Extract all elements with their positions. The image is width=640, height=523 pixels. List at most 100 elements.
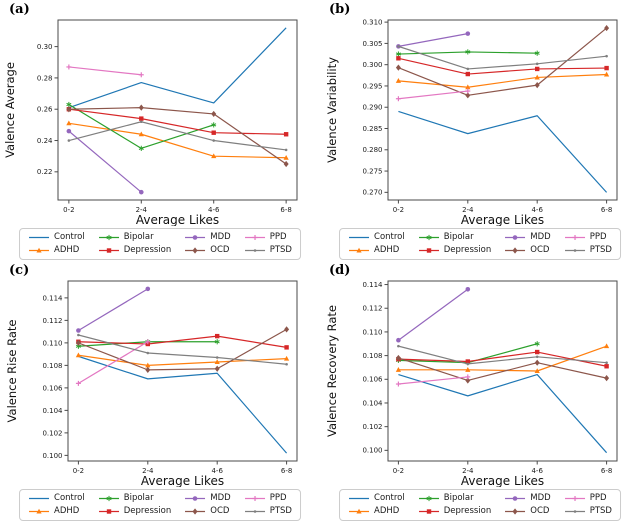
legend-entry-control: Control: [348, 231, 405, 244]
y-tick-label: 0.108: [42, 362, 62, 370]
legend-entry-ppd: PPD: [564, 231, 612, 244]
square-marker-icon: [106, 248, 111, 253]
x-tick-label: 6-8: [280, 206, 291, 214]
legend-entry-ocd: OCD: [504, 244, 550, 257]
star-marker-icon: [138, 146, 144, 150]
star-marker-icon: [426, 496, 432, 501]
square-marker-icon: [534, 66, 540, 72]
valence-recovery-rate-plot: 0.100 0.102 0.104 0.106 0.108 0.110 0.112 0.114…: [325, 280, 618, 487]
legend-label: Control: [374, 232, 405, 242]
legend-line-sample-icon: [98, 495, 119, 502]
dot-marker-icon: [605, 361, 608, 365]
x-tick-label: 4-6: [211, 467, 223, 475]
triangle-marker-icon: [145, 362, 151, 368]
star-marker-icon: [75, 344, 81, 348]
y-tick-label: 0.26: [37, 106, 53, 114]
circle-marker-icon: [145, 286, 151, 292]
series-line-ocd: [398, 27, 607, 96]
circle-marker-icon: [465, 286, 471, 292]
legend-line-sample-icon: [564, 249, 585, 252]
legend-line-sample-icon: [98, 248, 119, 253]
plot-frame: [57, 19, 298, 201]
diamond-marker-icon: [395, 354, 401, 362]
legend-label: PPD: [589, 232, 607, 242]
legend-entry-ptsd: PTSD: [564, 505, 612, 518]
y-tick-label: 0.310: [362, 19, 382, 27]
diamond-marker-icon: [465, 377, 471, 384]
legend-label: ADHD: [54, 506, 80, 516]
star-marker-icon: [106, 235, 112, 240]
legend-label: Control: [54, 232, 85, 242]
legend-entry-ppd: PPD: [244, 231, 292, 244]
circle-marker-icon: [512, 235, 518, 240]
series-line-adhd: [68, 122, 287, 159]
series-line-control: [398, 373, 608, 454]
dot-marker-icon: [397, 45, 400, 48]
y-tick-label: 0.110: [362, 328, 382, 336]
legend-line-sample-icon: [244, 249, 265, 252]
y-tick-label: 0.22: [37, 168, 53, 176]
triangle-marker-icon: [75, 352, 82, 358]
legend-label: Control: [374, 493, 405, 503]
y-tick-label: 0.104: [362, 399, 383, 407]
y-axis-label: Valence Variability: [325, 57, 339, 163]
star-marker-icon: [211, 123, 217, 127]
legend-entry-ocd: OCD: [184, 505, 230, 518]
legend-label: ADHD: [374, 506, 400, 516]
series-line-ptsd: [68, 121, 287, 151]
legend-label: Depression: [123, 245, 172, 255]
legend-label: MDD: [210, 493, 231, 503]
plot-frame: [67, 280, 298, 462]
square-marker-icon: [465, 71, 471, 77]
series-line-mdd: [398, 288, 469, 341]
legend-entry-depression: Depression: [98, 505, 171, 518]
triangle-marker-icon: [211, 153, 217, 159]
series-line-ptsd: [398, 45, 607, 70]
legend-label: OCD: [530, 245, 550, 255]
legend-line-sample-icon: [185, 247, 206, 254]
dot-marker-icon: [466, 67, 470, 71]
x-tick-label: 6-8: [601, 206, 612, 214]
legend-entry-ptsd: PTSD: [244, 244, 292, 257]
dot-marker-icon: [253, 249, 257, 252]
legend-line-sample-icon: [244, 510, 265, 513]
star-marker-icon: [426, 235, 432, 240]
circle-marker-icon: [66, 128, 72, 134]
legend-entry-adhd: ADHD: [348, 505, 405, 518]
legend-label: Bipolar: [123, 493, 154, 503]
legend-line-sample-icon: [349, 508, 370, 514]
y-axis-label: Valence Rise Rate: [5, 320, 19, 423]
series-line-ptsd: [78, 334, 287, 365]
triangle-marker-icon: [283, 355, 290, 361]
triangle-marker-icon: [395, 367, 402, 372]
x-tick-label: 2-4: [462, 206, 474, 214]
y-tick-label: 0.100: [362, 447, 382, 455]
legend-line-sample-icon: [418, 495, 439, 502]
legend-entry-adhd: ADHD: [28, 244, 85, 257]
dot-marker-icon: [146, 351, 150, 355]
y-tick-label: 0.270: [362, 189, 382, 197]
legend-entry-ppd: PPD: [244, 492, 292, 505]
legend-line-sample-icon: [29, 508, 50, 514]
valence-rise-rate-plot: 0.100 0.102 0.104 0.106 0.108 0.110 0.112 0.114…: [5, 280, 298, 487]
diamond-marker-icon: [604, 375, 610, 382]
legend-entry-adhd: ADHD: [28, 505, 85, 518]
y-tick-label: 0.102: [362, 423, 382, 431]
star-marker-icon: [534, 51, 540, 55]
x-tick-label: 6-8: [601, 467, 612, 475]
legend-line-sample-icon: [564, 235, 585, 240]
triangle-marker-icon: [603, 71, 610, 77]
y-axis-label: Valence Recovery Rate: [325, 305, 339, 437]
star-marker-icon: [106, 496, 112, 501]
series-line-ppd: [78, 341, 149, 384]
x-axis-label: Average Likes: [461, 213, 544, 226]
x-tick-label: 0-2: [73, 467, 84, 475]
legend-b: Control ADHD Bipolar Depression MDD OCD PPD PTS…: [339, 228, 621, 260]
legend-label: PTSD: [269, 506, 292, 516]
diamond-marker-icon: [75, 339, 81, 346]
legend-line-sample-icon: [349, 497, 370, 500]
legend-label: PTSD: [269, 245, 292, 255]
panel-label-c: (c): [9, 263, 30, 278]
x-tick-label: 4-6: [531, 467, 543, 475]
